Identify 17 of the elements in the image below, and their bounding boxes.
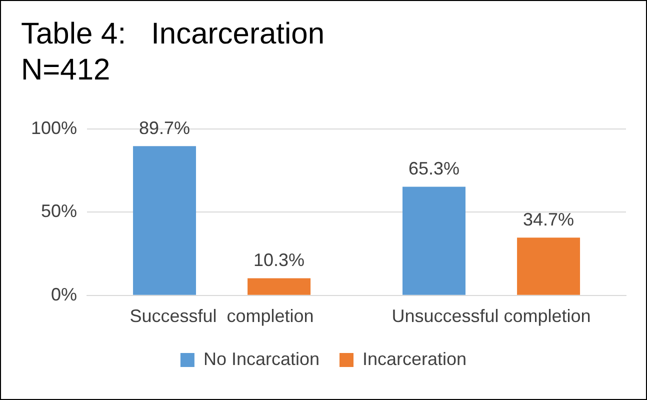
x-tick-label: Unsuccessful completion (392, 306, 591, 326)
y-tick-label: 50% (41, 201, 78, 222)
y-tick-label: 0% (51, 284, 78, 304)
chart-subtitle: N=412 (21, 53, 110, 86)
data-label: 10.3% (254, 250, 305, 270)
bar (402, 186, 466, 295)
bar (517, 238, 580, 295)
legend-label: Incarceration (362, 348, 467, 369)
legend-label: No Incarcation (203, 348, 320, 369)
data-label: 65.3% (408, 158, 460, 179)
chart-title: Table 4: Incarceration (21, 17, 325, 50)
x-tick-label: Successful completion (130, 306, 314, 326)
bar (133, 146, 196, 295)
data-label: 34.7% (523, 210, 574, 230)
data-label: 89.7% (138, 118, 190, 138)
y-tick-label: 100% (30, 118, 78, 138)
bar (248, 278, 311, 295)
